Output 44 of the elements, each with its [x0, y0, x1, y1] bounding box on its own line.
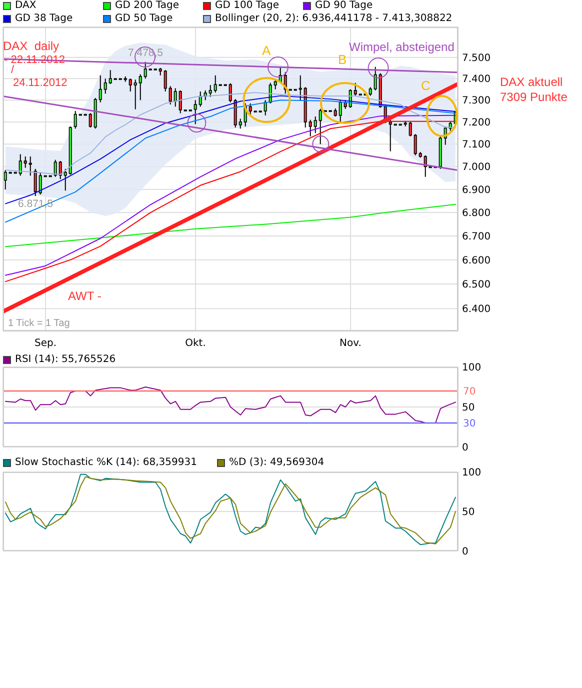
annotation: 1 Tick = 1 Tag [8, 318, 70, 329]
annotation: 24.11.2012 [13, 76, 68, 89]
annotation: A [262, 42, 271, 58]
y-tick-label: 6.400 [462, 304, 491, 316]
y-tick-label: 7.000 [462, 162, 491, 174]
x-tick-label: Nov. [340, 338, 362, 350]
legend-label: %D (3): 49,569304 [228, 457, 324, 470]
y-tick-label: 7.400 [462, 74, 491, 86]
annotation: DAX daily [3, 38, 60, 53]
legend-label: DAX [15, 0, 36, 12]
annotation: Wimpel, absteigend [349, 40, 454, 54]
text: DAX aktuell [500, 74, 563, 89]
legend-label: GD 50 Tage [115, 12, 173, 25]
y-tick-label: 6.900 [462, 184, 491, 196]
y-tick-label: 6.500 [462, 280, 491, 291]
text: 7309 Punkte [500, 90, 568, 104]
annotation: C [421, 78, 430, 92]
y-tick-label: 0 [462, 546, 468, 558]
y-tick-label: 6.800 [462, 208, 491, 220]
y-tick-label: 6.700 [462, 232, 491, 243]
legend-label: Bollinger (20, 2): 6.936,441178 - 7.413,308822 [215, 12, 452, 25]
legend-label: GD 100 Tage [215, 0, 279, 12]
annotation: B [338, 52, 347, 67]
y-tick-label: 7.100 [462, 140, 491, 151]
y-tick-label: 50 [462, 402, 475, 414]
x-tick-label: Sep. [34, 338, 57, 350]
y-tick-label: 6.600 [462, 255, 491, 266]
legend-label: GD 38 Tage [15, 12, 73, 25]
y-tick-label: 100 [462, 362, 482, 374]
y-tick-label: 7.500 [462, 52, 491, 64]
ref-line-label: 70 [463, 386, 476, 398]
y-tick-label: 0 [462, 442, 468, 454]
annotation: / [11, 64, 14, 76]
y-tick-label: 100 [462, 468, 482, 479]
legend-label: RSI (14): 55,765526 [15, 354, 116, 366]
legend-label: GD 90 Tage [315, 0, 373, 12]
legend-label: Slow Stochastic %K (14): 68,359931 [15, 457, 197, 470]
y-tick-label: 7.300 [462, 96, 491, 107]
annotation: AWT - [68, 288, 102, 303]
y-tick-label: 7.200 [462, 118, 491, 129]
ref-line-label: 30 [463, 418, 476, 430]
y-tick-label: 50 [462, 507, 475, 518]
legend-label: GD 200 Tage [115, 0, 179, 12]
x-tick-label: Okt. [185, 338, 206, 350]
